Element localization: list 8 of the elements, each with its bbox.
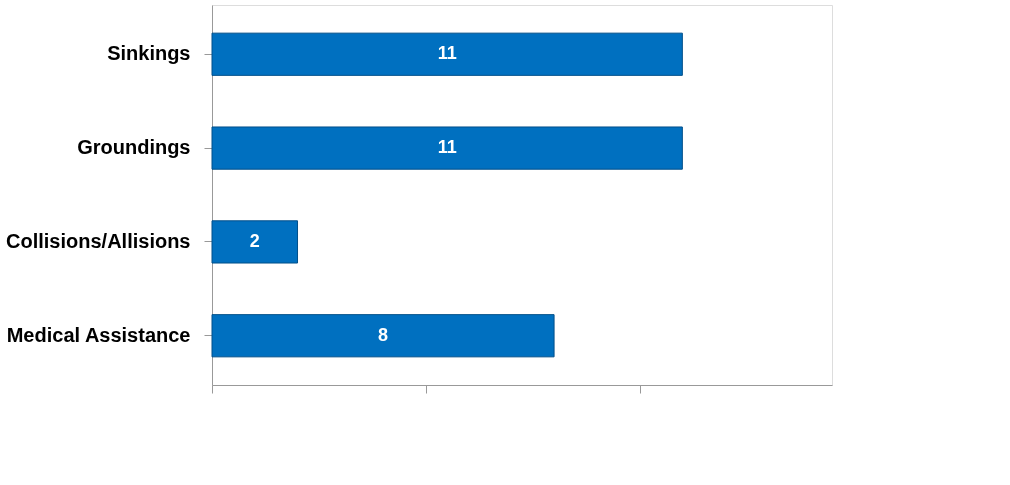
y-tick-label: Groundings	[77, 136, 191, 159]
data-label: 8	[378, 324, 389, 345]
y-tick-label: Collisions/Allisions	[6, 229, 191, 252]
y-tick-label: Sinkings	[107, 42, 191, 65]
y-tick-label: Medical Assistance	[6, 323, 191, 346]
data-label: 11	[437, 137, 457, 158]
data-label: 2	[249, 230, 260, 251]
data-label: 11	[437, 43, 457, 64]
